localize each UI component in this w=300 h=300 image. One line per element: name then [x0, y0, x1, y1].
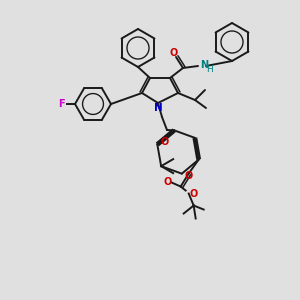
Text: H: H [206, 64, 213, 74]
Text: O: O [185, 171, 193, 181]
Text: O: O [164, 176, 172, 187]
Text: N: N [154, 103, 162, 113]
Text: N: N [200, 60, 208, 70]
Text: F: F [58, 99, 65, 109]
Text: O: O [190, 188, 198, 199]
Text: O: O [170, 48, 178, 58]
Text: O: O [160, 137, 169, 148]
